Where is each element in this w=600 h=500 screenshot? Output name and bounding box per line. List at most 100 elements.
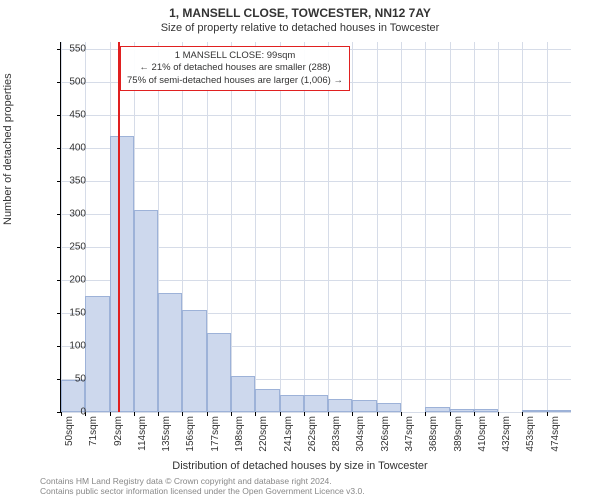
ytick-label: 400 (46, 142, 86, 153)
y-axis-label: Number of detached properties (2, 73, 14, 225)
xtick-label: 114sqm (137, 416, 148, 466)
gridline-v (328, 42, 329, 412)
credits: Contains HM Land Registry data © Crown c… (40, 476, 365, 496)
xtick-mark (110, 412, 111, 416)
gridline-v (547, 42, 548, 412)
ytick-label: 0 (46, 407, 86, 418)
xtick-label: 241sqm (283, 416, 294, 466)
xtick-label: 432sqm (501, 416, 512, 466)
xtick-mark (425, 412, 426, 416)
xtick-label: 283sqm (331, 416, 342, 466)
histogram-bar (85, 296, 109, 412)
xtick-label: 347sqm (404, 416, 415, 466)
xtick-mark (401, 412, 402, 416)
credits-line2: Contains public sector information licen… (40, 486, 365, 496)
xtick-label: 92sqm (113, 416, 124, 466)
gridline-h (61, 181, 571, 182)
gridline-h (61, 148, 571, 149)
gridline-v (61, 42, 62, 412)
histogram-bar (182, 310, 206, 412)
xtick-label: 156sqm (185, 416, 196, 466)
gridline-v (280, 42, 281, 412)
ytick-label: 300 (46, 208, 86, 219)
ytick-label: 150 (46, 307, 86, 318)
histogram-bar (304, 395, 328, 412)
gridline-v (352, 42, 353, 412)
gridline-v (450, 42, 451, 412)
xtick-label: 453sqm (525, 416, 536, 466)
ytick-label: 550 (46, 43, 86, 54)
histogram-bar (207, 333, 231, 412)
xtick-label: 135sqm (161, 416, 172, 466)
ytick-label: 450 (46, 109, 86, 120)
histogram-bar (158, 293, 182, 412)
gridline-h (61, 115, 571, 116)
x-axis-label: Distribution of detached houses by size … (0, 460, 600, 472)
xtick-label: 389sqm (453, 416, 464, 466)
xtick-label: 177sqm (210, 416, 221, 466)
xtick-mark (304, 412, 305, 416)
xtick-mark (328, 412, 329, 416)
xtick-label: 262sqm (307, 416, 318, 466)
gridline-v (522, 42, 523, 412)
histogram-bar (450, 409, 474, 412)
gridline-h (61, 412, 571, 413)
annotation-line2: ← 21% of detached houses are smaller (28… (127, 62, 343, 74)
xtick-mark (158, 412, 159, 416)
xtick-mark (231, 412, 232, 416)
gridline-v (377, 42, 378, 412)
chart-subtitle: Size of property relative to detached ho… (0, 20, 600, 34)
xtick-mark (377, 412, 378, 416)
gridline-v (474, 42, 475, 412)
gridline-v (255, 42, 256, 412)
xtick-mark (207, 412, 208, 416)
histogram-bar (522, 410, 546, 412)
ytick-label: 100 (46, 340, 86, 351)
annotation-line1: 1 MANSELL CLOSE: 99sqm (127, 50, 343, 62)
histogram-bar (328, 399, 352, 412)
histogram-bar (377, 403, 401, 412)
ytick-label: 200 (46, 274, 86, 285)
ytick-label: 500 (46, 76, 86, 87)
gridline-v (401, 42, 402, 412)
xtick-mark (474, 412, 475, 416)
chart-title: 1, MANSELL CLOSE, TOWCESTER, NN12 7AY (0, 0, 600, 20)
xtick-mark (522, 412, 523, 416)
xtick-label: 368sqm (428, 416, 439, 466)
xtick-mark (498, 412, 499, 416)
histogram-bar (352, 400, 376, 412)
xtick-label: 220sqm (258, 416, 269, 466)
histogram-bar (134, 210, 158, 412)
histogram-bar (110, 136, 134, 412)
reference-line (118, 42, 120, 412)
xtick-label: 304sqm (355, 416, 366, 466)
xtick-mark (182, 412, 183, 416)
histogram-bar (425, 407, 449, 412)
xtick-mark (450, 412, 451, 416)
ytick-label: 350 (46, 175, 86, 186)
xtick-label: 71sqm (88, 416, 99, 466)
xtick-mark (134, 412, 135, 416)
credits-line1: Contains HM Land Registry data © Crown c… (40, 476, 365, 486)
ytick-label: 50 (46, 373, 86, 384)
gridline-v (498, 42, 499, 412)
gridline-v (231, 42, 232, 412)
histogram-bar (255, 389, 279, 412)
gridline-v (304, 42, 305, 412)
xtick-label: 474sqm (550, 416, 561, 466)
ytick-label: 250 (46, 241, 86, 252)
gridline-v (425, 42, 426, 412)
histogram-bar (547, 410, 571, 412)
plot-region: 50sqm71sqm92sqm114sqm135sqm156sqm177sqm1… (60, 42, 571, 413)
xtick-label: 326sqm (380, 416, 391, 466)
xtick-label: 198sqm (234, 416, 245, 466)
xtick-mark (255, 412, 256, 416)
xtick-mark (352, 412, 353, 416)
histogram-bar (231, 376, 255, 412)
xtick-mark (547, 412, 548, 416)
chart-area: 50sqm71sqm92sqm114sqm135sqm156sqm177sqm1… (60, 42, 570, 412)
annotation-line3: 75% of semi-detached houses are larger (… (127, 75, 343, 87)
xtick-mark (280, 412, 281, 416)
xtick-label: 50sqm (64, 416, 75, 466)
histogram-bar (280, 395, 304, 412)
